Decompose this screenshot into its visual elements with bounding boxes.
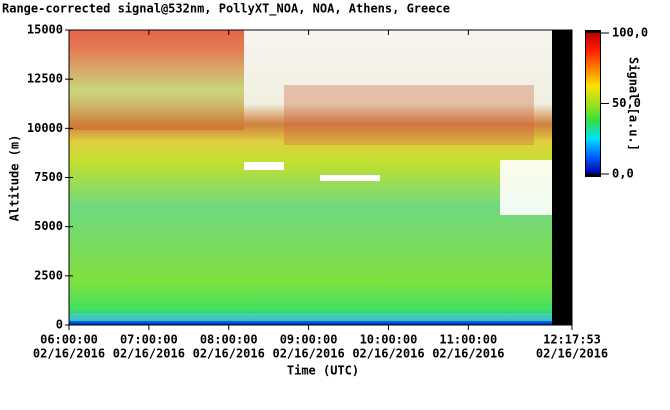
heatmap-field <box>69 30 572 325</box>
x-tick-label: 06:00:00 <box>40 333 98 347</box>
y-tick-label: 12500 <box>27 72 63 86</box>
x-tick-label: 12:17:53 <box>543 333 601 347</box>
y-tick-label: 10000 <box>27 121 63 135</box>
colorbar-tick-label: 0,0 <box>612 167 634 181</box>
x-tick-label: 02/16/2016 <box>352 347 424 361</box>
colorbar-tick-label: 100,0 <box>612 26 648 40</box>
y-tick-label: 5000 <box>34 219 63 233</box>
x-tick-label: 11:00:00 <box>439 333 497 347</box>
chart-title: Range-corrected signal@532nm, PollyXT_NO… <box>2 2 450 17</box>
x-tick-label: 02/16/2016 <box>272 347 344 361</box>
x-tick-label: 07:00:00 <box>120 333 178 347</box>
x-tick-label: 02/16/2016 <box>33 347 105 361</box>
x-tick-label: 02/16/2016 <box>432 347 504 361</box>
x-tick-label: 02/16/2016 <box>536 347 608 361</box>
colorbar-tick-label: 50,0 <box>612 96 641 110</box>
x-tick-label: 08:00:00 <box>200 333 258 347</box>
colorbar <box>586 33 600 174</box>
x-tick-label: 09:00:00 <box>280 333 338 347</box>
x-tick-label: 02/16/2016 <box>193 347 265 361</box>
colorbar-label: Signal [a.u.] <box>627 57 641 151</box>
x-axis-label: Time (UTC) <box>287 364 359 378</box>
x-tick-label: 02/16/2016 <box>113 347 185 361</box>
x-tick-label: 10:00:00 <box>360 333 418 347</box>
y-tick-label: 15000 <box>27 23 63 37</box>
y-tick-label: 2500 <box>34 268 63 282</box>
y-axis-label: Altitude (m) <box>8 135 22 222</box>
y-tick-label: 0 <box>56 318 63 332</box>
y-tick-label: 7500 <box>34 170 63 184</box>
